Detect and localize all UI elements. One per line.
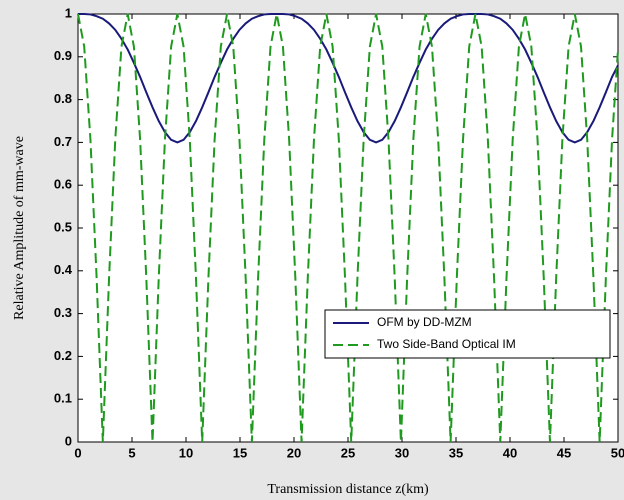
y-tick-label: 0.3 [54,305,72,320]
x-tick-label: 30 [395,445,409,460]
x-tick-label: 45 [557,445,571,460]
y-tick-label: 0.4 [54,262,73,277]
y-tick-label: 0.9 [54,48,72,63]
legend: OFM by DD-MZM Two Side-Band Optical IM [324,309,611,359]
x-tick-label: 20 [287,445,301,460]
x-tick-label: 15 [233,445,247,460]
y-tick-label: 0 [65,433,72,448]
x-tick-label: 0 [74,445,81,460]
y-tick-label: 0.8 [54,91,72,106]
x-tick-label: 40 [503,445,517,460]
legend-box [324,309,611,359]
y-tick-label: 1 [65,5,72,20]
series-line [77,13,619,443]
y-axis-label: Relative Amplitude of mm-wave [12,136,27,320]
x-tick-label: 50 [611,445,624,460]
x-tick-label: 25 [341,445,355,460]
x-tick-label: 35 [449,445,463,460]
y-tick-label: 0.7 [54,134,72,149]
y-tick-label: 0.2 [54,348,72,363]
y-tick-label: 0.5 [54,219,72,234]
legend-label: OFM by DD-MZM [377,315,472,329]
x-tick-label: 5 [128,445,135,460]
series-line [78,13,619,144]
legend-label: Two Side-Band Optical IM [377,337,516,351]
y-tick-label: 0.1 [54,391,72,406]
y-tick-label: 0.6 [54,177,72,192]
x-tick-label: 10 [179,445,193,460]
x-axis-label: Transmission distance z(km) [267,482,429,497]
